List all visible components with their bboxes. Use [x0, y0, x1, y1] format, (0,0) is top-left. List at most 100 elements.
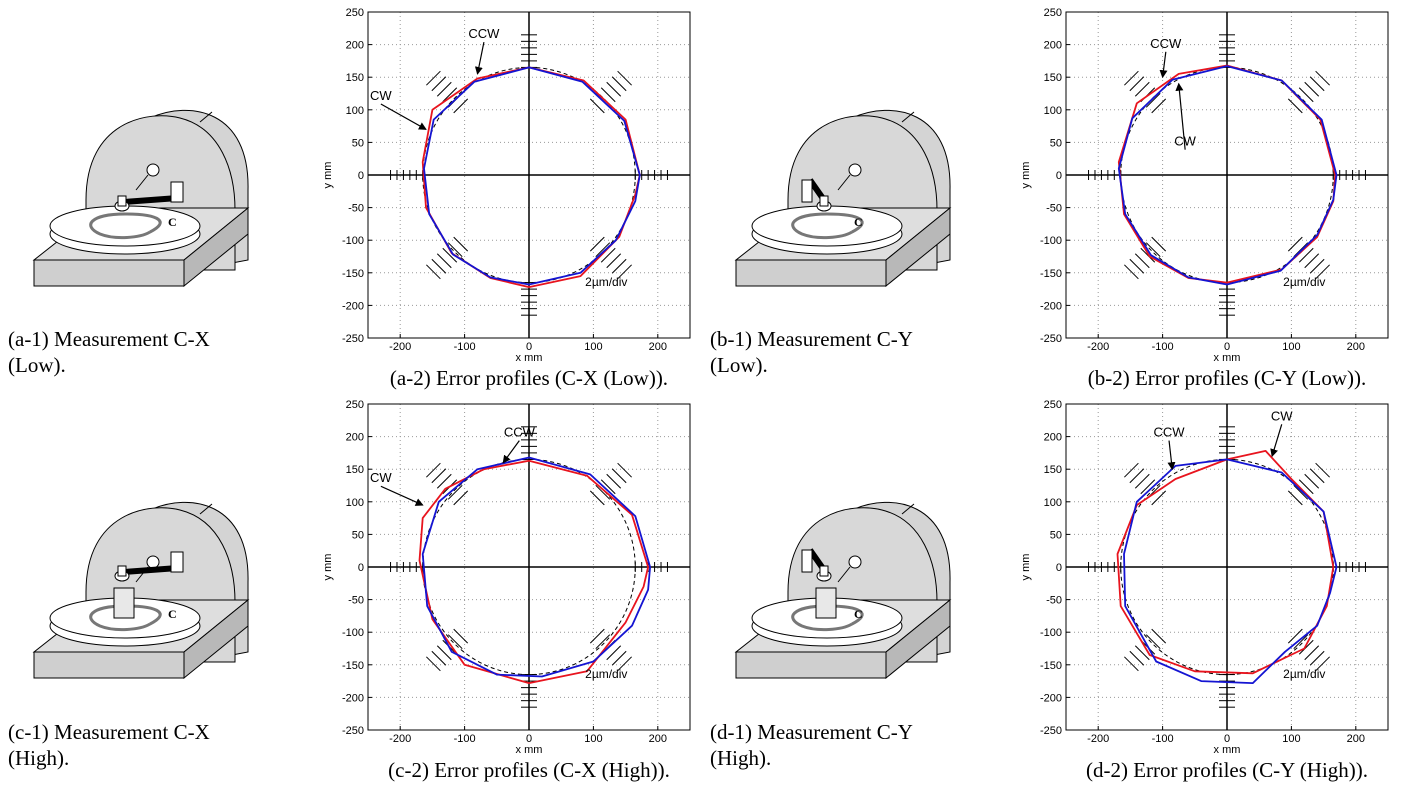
illustration-caption: (d-1) Measurement C-Y(High).	[710, 720, 913, 770]
y-tick-label: 200	[1044, 432, 1062, 444]
x-tick-label: -100	[1152, 341, 1174, 353]
tool-holder	[802, 180, 812, 202]
y-tick-label: 100	[346, 497, 364, 509]
base-front	[34, 260, 184, 286]
x-tick-label: -100	[454, 341, 476, 353]
x-tick-label: -200	[389, 733, 411, 745]
tool-holder	[171, 182, 183, 202]
x-tick-label: -200	[389, 341, 411, 353]
caption-line: (High).	[8, 746, 69, 770]
y-tick-label: 250	[1044, 7, 1062, 19]
annotation: 2µm/div	[585, 275, 627, 289]
spindle	[849, 556, 861, 568]
y-tick-label: -200	[1040, 300, 1062, 312]
chart-caption: (d-2) Error profiles (C-Y (High)).	[1086, 758, 1368, 782]
y-tick-label: 200	[346, 432, 364, 444]
axis-letter: C	[168, 607, 177, 621]
illustration-caption: (a-1) Measurement C-X(Low).	[8, 327, 210, 377]
machine-illustration: C (c-1) Measurement C-X(High).	[8, 502, 248, 770]
ball-stem	[820, 566, 828, 576]
illustration-caption: (c-1) Measurement C-X(High).	[8, 720, 210, 770]
y-tick-label: -50	[1046, 595, 1062, 607]
y-axis-label: y mm	[1020, 162, 1032, 189]
x-axis-label: x mm	[1214, 744, 1241, 756]
y-tick-label: 50	[1050, 137, 1062, 149]
annotation: 2µm/div	[585, 667, 627, 681]
y-tick-label: -150	[1040, 268, 1062, 280]
y-tick-label: 100	[1044, 105, 1062, 117]
x-tick-label: 200	[649, 341, 667, 353]
ball-stem	[820, 196, 828, 206]
x-tick-label: 100	[1282, 733, 1300, 745]
y-tick-label: -150	[1040, 660, 1062, 672]
y-tick-label: 100	[346, 105, 364, 117]
series-label: CW	[1271, 408, 1293, 423]
x-tick-label: 100	[584, 733, 602, 745]
base-front	[34, 652, 184, 678]
ballbar	[124, 198, 178, 202]
y-tick-label: -250	[1040, 333, 1062, 345]
caption-line: (Low).	[710, 353, 768, 377]
tool-holder	[171, 552, 183, 572]
series-label: CCW	[504, 425, 536, 440]
illustration-caption: (b-1) Measurement C-Y(Low).	[710, 327, 913, 377]
series-label: CW	[1174, 134, 1196, 149]
ball-stem	[118, 196, 126, 206]
y-tick-label: -200	[342, 692, 364, 704]
caption-line: (a-1) Measurement C-X	[8, 327, 210, 351]
axis-letter: C	[854, 607, 863, 621]
y-tick-label: 0	[358, 562, 364, 574]
riser-block	[816, 588, 836, 618]
y-tick-label: 150	[346, 464, 364, 476]
y-tick-label: 0	[1056, 170, 1062, 182]
spindle	[147, 556, 159, 568]
y-tick-label: -100	[342, 627, 364, 639]
x-tick-label: -200	[1087, 341, 1109, 353]
series-label: CCW	[1154, 425, 1186, 440]
y-tick-label: -250	[1040, 725, 1062, 737]
spindle	[147, 164, 159, 176]
y-tick-label: 250	[346, 399, 364, 411]
y-tick-label: 50	[352, 137, 364, 149]
x-tick-label: -100	[1152, 733, 1174, 745]
axis-letter: C	[854, 215, 863, 229]
y-tick-label: 100	[1044, 497, 1062, 509]
chart-caption: (a-2) Error profiles (C-X (Low)).	[390, 366, 668, 390]
annotation: 2µm/div	[1283, 667, 1325, 681]
y-tick-label: 250	[1044, 399, 1062, 411]
table-upper	[50, 206, 200, 246]
series-label: CW	[370, 470, 392, 485]
caption-line: (c-1) Measurement C-X	[8, 720, 210, 744]
y-tick-label: -50	[348, 203, 364, 215]
riser-block	[114, 588, 134, 618]
y-tick-label: -150	[342, 268, 364, 280]
y-tick-label: 200	[1044, 40, 1062, 52]
x-axis-label: x mm	[516, 744, 543, 756]
chart-caption: (b-2) Error profiles (C-Y (Low)).	[1088, 366, 1367, 390]
y-tick-label: -50	[348, 595, 364, 607]
y-tick-label: -100	[1040, 235, 1062, 247]
y-tick-label: 0	[1056, 562, 1062, 574]
table-upper	[752, 206, 902, 246]
x-tick-label: 200	[649, 733, 667, 745]
x-tick-label: 200	[1347, 733, 1365, 745]
x-axis-label: x mm	[1214, 352, 1241, 364]
x-tick-label: 100	[1282, 341, 1300, 353]
base-front	[736, 652, 886, 678]
chart: -200-1000100200-250-200-150-100-50050100…	[1020, 399, 1388, 782]
y-tick-label: -200	[1040, 692, 1062, 704]
machine-illustration: C (b-1) Measurement C-Y(Low).	[710, 110, 950, 377]
y-axis-label: y mm	[322, 554, 334, 581]
series-label: CCW	[468, 26, 500, 41]
y-tick-label: 200	[346, 40, 364, 52]
y-tick-label: -250	[342, 333, 364, 345]
y-tick-label: 0	[358, 170, 364, 182]
y-tick-label: 150	[346, 72, 364, 84]
base-front	[736, 260, 886, 286]
y-axis-label: y mm	[322, 162, 334, 189]
y-tick-label: 50	[352, 529, 364, 541]
caption-line: (b-1) Measurement C-Y	[710, 327, 913, 351]
axis-letter: C	[168, 215, 177, 229]
y-tick-label: -100	[1040, 627, 1062, 639]
